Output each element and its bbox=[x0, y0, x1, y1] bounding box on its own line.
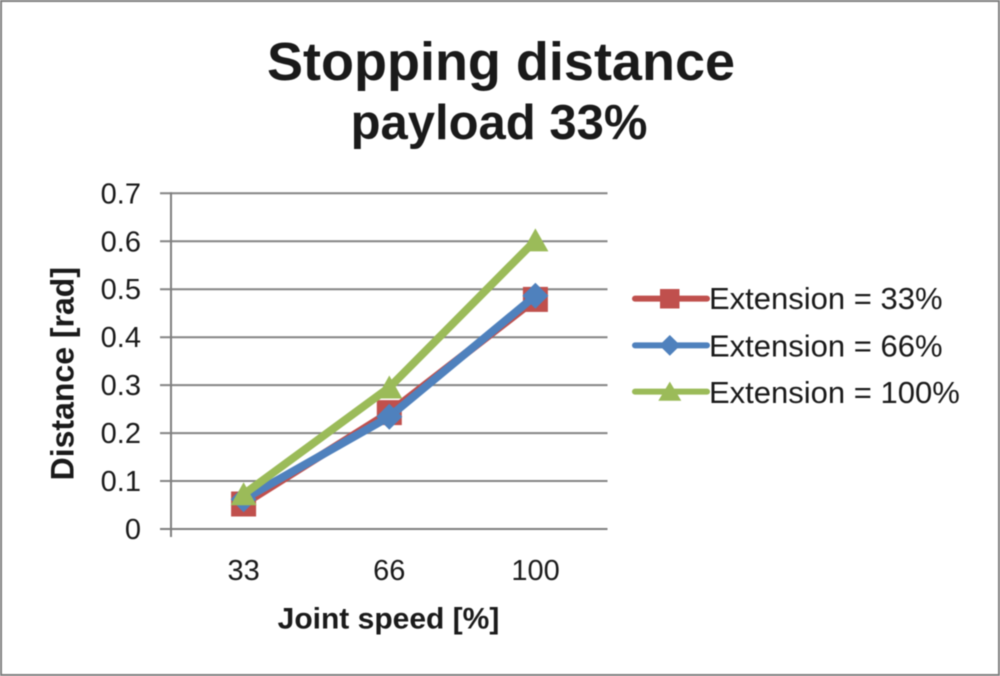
svg-text:100: 100 bbox=[511, 555, 559, 587]
svg-text:0.6: 0.6 bbox=[101, 226, 141, 258]
svg-text:0.3: 0.3 bbox=[101, 370, 141, 402]
svg-text:Extension = 100%: Extension = 100% bbox=[709, 375, 960, 410]
svg-text:66: 66 bbox=[373, 555, 405, 587]
svg-text:0: 0 bbox=[125, 514, 141, 546]
svg-text:Distance [rad]: Distance [rad] bbox=[45, 267, 81, 480]
svg-text:Extension = 66%: Extension = 66% bbox=[709, 328, 943, 363]
svg-text:payload 33%: payload 33% bbox=[351, 96, 648, 150]
svg-text:0.7: 0.7 bbox=[101, 178, 141, 210]
svg-text:0.4: 0.4 bbox=[101, 322, 141, 354]
svg-text:Stopping distance: Stopping distance bbox=[267, 32, 735, 92]
svg-text:Extension = 33%: Extension = 33% bbox=[709, 281, 943, 316]
svg-text:0.1: 0.1 bbox=[101, 466, 141, 498]
svg-text:0.2: 0.2 bbox=[101, 418, 141, 450]
svg-text:0.5: 0.5 bbox=[101, 274, 141, 306]
svg-text:33: 33 bbox=[227, 555, 259, 587]
svg-text:Joint speed [%]: Joint speed [%] bbox=[278, 602, 500, 635]
